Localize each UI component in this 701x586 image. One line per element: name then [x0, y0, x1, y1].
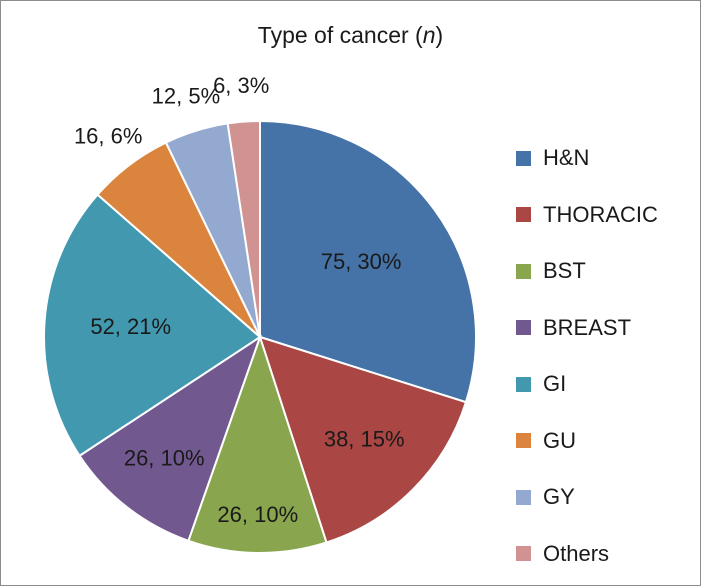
legend-label-breast: BREAST [543, 314, 632, 340]
pie-slice-h-n [259, 119, 477, 404]
chart-title-text: Type of cancer ( [257, 22, 423, 48]
chart-title-suffix: ) [435, 22, 444, 48]
data-label-gy: 12, 5% [152, 84, 221, 109]
pie-slice-thoracic [258, 335, 468, 544]
data-label-thoracic: 38, 15% [324, 426, 405, 451]
pie-slice-others [226, 119, 261, 338]
legend-item-gi: GI [516, 356, 658, 413]
data-label-breast: 26, 10% [124, 445, 205, 470]
legend-label-gi: GI [543, 371, 567, 397]
chart-title: Type of cancer (n) [0, 22, 701, 49]
legend-swatch-gy [516, 489, 531, 505]
legend-swatch-others [516, 546, 531, 562]
legend-item-breast: BREAST [516, 300, 658, 357]
pie-slice-breast [78, 334, 262, 543]
legend-item-gy: GY [516, 469, 658, 526]
legend-label-thoracic: THORACIC [543, 201, 658, 227]
legend-swatch-bst [516, 263, 531, 279]
data-label-gi: 52, 21% [90, 314, 171, 339]
pie-slice-gi [43, 193, 262, 458]
legend-swatch-breast [516, 320, 531, 336]
data-label-gu: 16, 6% [74, 124, 143, 149]
chart-legend: H&N THORACIC BST BREAST GI GU GY Others [516, 130, 658, 582]
pie-slice-bst [187, 333, 328, 554]
data-label-h-n: 75, 30% [321, 249, 402, 274]
data-label-bst: 26, 10% [217, 502, 298, 527]
legend-item-others: Others [516, 526, 658, 583]
legend-label-gy: GY [543, 484, 575, 510]
legend-label-bst: BST [543, 258, 586, 284]
legend-item-gu: GU [516, 413, 658, 470]
legend-swatch-h-n [516, 150, 531, 166]
legend-swatch-gi [516, 376, 531, 392]
legend-swatch-thoracic [516, 207, 531, 223]
legend-label-h-n: H&N [543, 145, 590, 171]
data-label-others: 6, 3% [213, 73, 269, 98]
legend-item-h-n: H&N [516, 130, 658, 187]
legend-label-gu: GU [543, 427, 576, 453]
legend-swatch-gu [516, 433, 531, 449]
chart-title-unit: n [422, 22, 436, 48]
legend-label-others: Others [543, 540, 610, 566]
legend-item-thoracic: THORACIC [516, 187, 658, 244]
legend-item-bst: BST [516, 243, 658, 300]
